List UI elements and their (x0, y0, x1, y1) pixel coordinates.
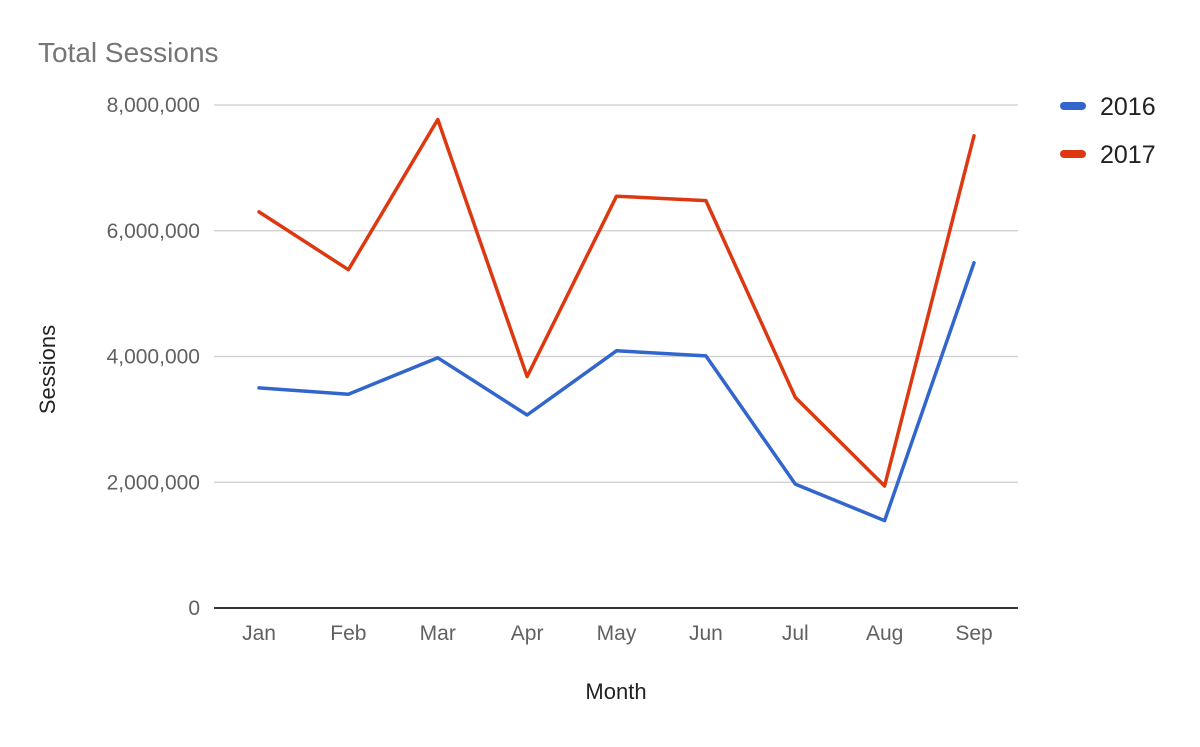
x-tick-label: Apr (511, 622, 544, 645)
chart-title: Total Sessions (38, 37, 219, 68)
y-axis-title: Sessions (35, 325, 60, 414)
legend-label: 2017 (1100, 141, 1156, 169)
gridlines (214, 104, 1018, 483)
y-tick-label: 4,000,000 (107, 346, 200, 369)
legend-item-2017[interactable]: 2017 (1060, 141, 1156, 169)
x-axis-title: Month (585, 679, 646, 704)
legend-swatch (1060, 102, 1086, 110)
x-tick-label: Jul (782, 622, 809, 645)
x-tick-label: Sep (955, 622, 992, 645)
legend-item-2016[interactable]: 2016 (1060, 93, 1156, 121)
series-lines (257, 117, 976, 523)
x-tick-label: Aug (866, 622, 903, 645)
y-tick-label: 0 (188, 597, 200, 620)
y-tick-label: 2,000,000 (107, 471, 200, 494)
x-tick-label: Jun (689, 622, 723, 645)
x-tick-label: Mar (420, 622, 456, 645)
x-tick-label: Jan (242, 622, 276, 645)
x-tick-label: May (597, 622, 637, 645)
legend-label: 2016 (1100, 93, 1156, 121)
y-tick-label: 6,000,000 (107, 220, 200, 243)
y-axis-tick-labels: 0 2,000,000 4,000,000 6,000,000 8,000,000 (107, 94, 200, 620)
legend[interactable]: 2016 2017 (1060, 93, 1156, 169)
x-axis-tick-labels: Jan Feb Mar Apr May Jun Jul Aug Sep (242, 622, 993, 645)
series-line-2017[interactable] (257, 117, 976, 488)
series-line-2016[interactable] (257, 261, 976, 523)
y-tick-label: 8,000,000 (107, 94, 200, 117)
legend-swatch (1060, 150, 1086, 158)
x-tick-label: Feb (330, 622, 366, 645)
